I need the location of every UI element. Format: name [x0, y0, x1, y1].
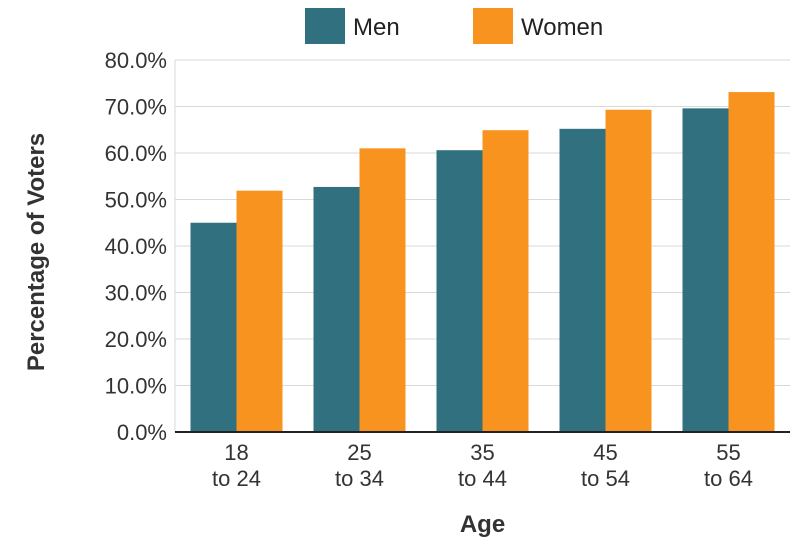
- legend: Men Women: [305, 8, 603, 44]
- x-tick-label: 55 to 64: [704, 440, 753, 491]
- y-tick-label: 70.0%: [105, 95, 167, 120]
- legend-label: Men: [353, 14, 400, 41]
- bar-men-3: [559, 128, 606, 432]
- y-tick-labels: 0.0% 10.0% 20.0% 30.0% 40.0% 50.0% 60.0% 70.0% 8…: [105, 48, 167, 445]
- y-tick-label: 60.0%: [105, 141, 167, 166]
- legend-item-women: Women: [473, 8, 603, 44]
- y-tick-label: 0.0%: [117, 420, 167, 445]
- x-axis-title: Age: [460, 511, 505, 538]
- bar-women-0: [236, 190, 283, 432]
- bar-women-4: [728, 92, 775, 433]
- y-tick-label: 10.0%: [105, 374, 167, 399]
- bar-men-2: [436, 150, 483, 432]
- y-tick-label: 80.0%: [105, 48, 167, 73]
- legend-swatch: [473, 8, 513, 44]
- x-tick-labels: 18 to 24 25 to 34 35 to 44 45 to 54 55 to 64: [212, 440, 753, 491]
- x-tick-label: 25 to 34: [335, 440, 384, 491]
- bar-women-2: [482, 130, 529, 432]
- y-tick-label: 30.0%: [105, 281, 167, 306]
- bar-men-1: [313, 186, 360, 432]
- bar-men-4: [682, 108, 729, 433]
- y-axis-title: Percentage of Voters: [23, 133, 50, 371]
- legend-item-men: Men: [305, 8, 400, 44]
- legend-label: Women: [521, 14, 603, 41]
- bar-men-0: [190, 222, 237, 432]
- bars: [190, 92, 775, 433]
- x-tick-label: 18 to 24: [212, 440, 261, 491]
- y-tick-label: 50.0%: [105, 188, 167, 213]
- bar-women-1: [359, 148, 406, 432]
- x-tick-label: 45 to 54: [581, 440, 630, 491]
- bar-women-3: [605, 109, 652, 432]
- x-tick-label: 35 to 44: [458, 440, 507, 491]
- y-tick-label: 40.0%: [105, 234, 167, 259]
- legend-swatch: [305, 8, 345, 44]
- y-tick-label: 20.0%: [105, 327, 167, 352]
